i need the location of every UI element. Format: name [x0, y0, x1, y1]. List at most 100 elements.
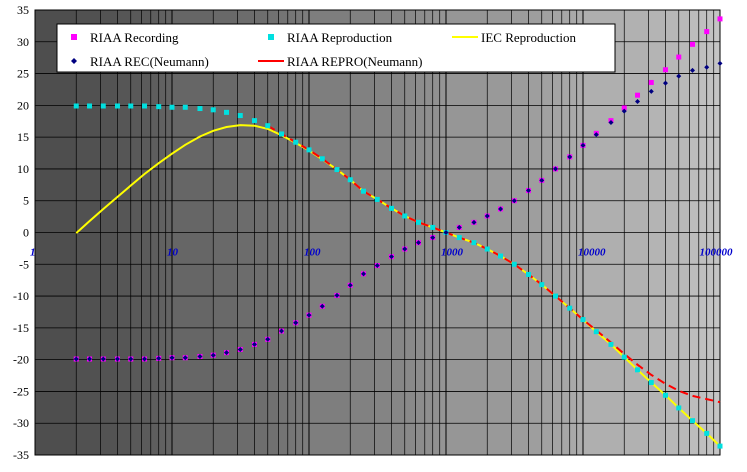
data-point — [456, 235, 462, 241]
y-tick-label: 30 — [17, 35, 29, 49]
data-point — [128, 356, 134, 362]
data-point — [334, 292, 340, 298]
data-point — [635, 92, 641, 98]
x-tick-label: 10 — [167, 247, 179, 259]
data-point — [484, 246, 490, 252]
data-point — [197, 353, 203, 359]
data-point — [334, 167, 340, 173]
data-point — [224, 109, 230, 115]
data-point — [704, 430, 710, 436]
data-point — [443, 230, 449, 235]
y-tick-label: -15 — [13, 321, 29, 335]
data-point — [114, 356, 120, 362]
data-point — [347, 177, 353, 183]
data-point — [648, 380, 654, 386]
data-point — [182, 104, 188, 110]
data-point — [498, 253, 504, 259]
data-point — [608, 341, 614, 347]
data-point — [416, 219, 422, 225]
data-point — [156, 104, 162, 110]
data-point — [621, 108, 627, 114]
data-point — [87, 356, 93, 362]
y-tick-label: -30 — [13, 416, 29, 430]
x-tick-label: 10000 — [578, 247, 606, 259]
legend-marker — [71, 58, 77, 64]
y-tick-label: -35 — [13, 448, 29, 462]
data-point — [361, 188, 367, 194]
data-point — [539, 282, 545, 288]
data-point — [621, 354, 627, 360]
legend-entry: IEC Reproduction — [452, 30, 576, 45]
x-tick-label: 100 — [304, 247, 321, 259]
data-point — [635, 99, 641, 105]
data-point — [251, 341, 257, 347]
y-tick-label: 10 — [17, 162, 29, 176]
data-point — [553, 166, 559, 172]
data-point — [704, 29, 710, 35]
data-point — [210, 107, 216, 113]
data-point — [525, 188, 531, 194]
data-point — [293, 320, 299, 326]
data-point — [430, 235, 436, 241]
legend-entry: RIAA REPRO(Neumann) — [258, 54, 422, 69]
data-point — [471, 219, 477, 225]
data-point — [73, 356, 79, 362]
plot-border — [34, 9, 721, 456]
data-point — [224, 350, 230, 356]
data-point — [87, 103, 93, 109]
data-point — [306, 312, 312, 318]
y-tick-label: 35 — [17, 3, 29, 17]
data-point — [319, 156, 325, 162]
data-point — [525, 271, 531, 277]
data-point — [402, 213, 408, 219]
legend-label: IEC Reproduction — [481, 30, 576, 45]
legend: RIAA Recording RIAA Reproduction IEC Repro… — [56, 23, 616, 73]
data-point — [498, 206, 504, 212]
data-point — [511, 198, 517, 204]
data-point — [114, 103, 120, 109]
data-point — [279, 131, 285, 137]
data-point — [361, 271, 367, 277]
data-point — [197, 106, 203, 112]
data-point — [374, 263, 380, 269]
data-point — [635, 367, 641, 373]
data-point — [142, 356, 148, 362]
y-tick-label: 20 — [17, 98, 29, 112]
data-point — [416, 240, 422, 246]
data-point — [374, 196, 380, 202]
y-axis-ticks: 35 30 25 20 15 10 5 0 -5 -10 -15 -20 -25 -30 -35 — [13, 3, 29, 462]
data-point — [676, 54, 682, 60]
data-point — [690, 67, 696, 73]
series-line — [267, 124, 721, 404]
data-point — [279, 328, 285, 334]
x-tick-label: 100000 — [700, 247, 734, 259]
data-point — [676, 405, 682, 411]
data-point — [182, 355, 188, 361]
data-point — [156, 355, 162, 361]
data-point — [690, 418, 696, 424]
data-point — [73, 103, 79, 109]
y-tick-label: 5 — [23, 194, 29, 208]
data-point — [388, 205, 394, 211]
data-point — [717, 16, 723, 22]
data-point — [319, 303, 325, 309]
series-layer — [73, 16, 723, 449]
y-tick-label: 25 — [17, 67, 29, 81]
series-riaa-repro-neumann- — [267, 124, 721, 404]
data-point — [539, 177, 545, 183]
data-point — [293, 139, 299, 145]
series-riaa-rec-neumann- — [73, 60, 723, 362]
data-point — [690, 41, 696, 47]
data-point — [676, 73, 682, 79]
data-point — [567, 305, 573, 311]
y-tick-label: -25 — [13, 384, 29, 398]
y-tick-label: 15 — [17, 130, 29, 144]
data-point — [567, 154, 573, 160]
legend-label: RIAA Recording — [90, 30, 179, 45]
data-point — [142, 103, 148, 109]
data-point — [662, 392, 668, 398]
data-point — [169, 104, 175, 110]
data-point — [608, 120, 614, 126]
data-point — [511, 261, 517, 267]
data-point — [648, 79, 654, 85]
